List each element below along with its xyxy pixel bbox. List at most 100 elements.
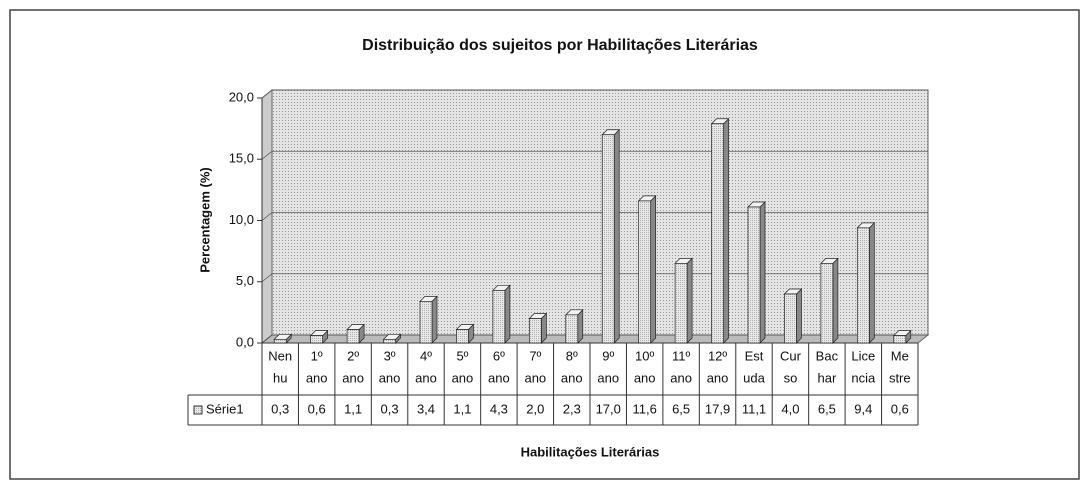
x-tick-label: 7º	[529, 348, 541, 363]
grid-line	[261, 273, 928, 283]
y-axis-label: Percentagem (%)	[197, 167, 212, 272]
x-tick-label: ano	[670, 370, 692, 385]
bar	[528, 318, 542, 344]
bar-side	[723, 117, 729, 344]
bar	[310, 335, 324, 344]
bar	[273, 338, 287, 344]
bar-side	[759, 201, 766, 344]
bar	[492, 289, 506, 344]
bar	[601, 134, 615, 344]
x-tick-label: 10º	[635, 348, 654, 363]
y-tick-label: 15,0	[229, 151, 254, 166]
x-tick-label: 1º	[311, 348, 323, 363]
data-label: 0,6	[308, 401, 326, 416]
bar	[784, 293, 797, 344]
x-tick-label: 9º	[602, 348, 614, 363]
bar	[383, 338, 396, 344]
bar-side	[577, 308, 584, 344]
x-tick-label: ncia	[851, 370, 876, 385]
x-tick-label: ano	[415, 370, 437, 385]
grid-line	[261, 334, 928, 344]
data-label: 17,9	[705, 401, 730, 416]
data-label: 4,3	[490, 401, 508, 416]
data-label: 1,1	[344, 401, 362, 416]
x-tick-label: ano	[634, 370, 656, 385]
x-tick-label: 6º	[493, 348, 505, 363]
x-axis-label: Habilitações Literárias	[521, 444, 660, 459]
x-tick-label: hu	[273, 370, 287, 385]
x-tick-label: 2º	[347, 348, 359, 363]
x-tick-label: har	[817, 370, 836, 385]
y-tick-label: 20,0	[229, 89, 254, 104]
x-tick-label: uda	[743, 370, 765, 385]
data-label: 9,4	[854, 401, 872, 416]
data-label: 17,0	[596, 401, 621, 416]
x-tick-label: Me	[891, 348, 909, 363]
bar-side	[832, 257, 839, 344]
data-label: 11,1	[742, 401, 766, 416]
data-label: 3,4	[417, 401, 435, 416]
legend-label: Série1	[206, 401, 244, 416]
bar	[711, 123, 724, 344]
x-tick-label: ano	[342, 370, 364, 385]
bar-side	[613, 128, 620, 344]
bar	[565, 314, 579, 344]
data-label: 6,5	[672, 401, 690, 416]
x-tick-label: Bac	[816, 348, 839, 363]
data-label: 2,0	[526, 401, 544, 416]
data-label: 0,6	[891, 401, 909, 416]
y-tick-label: 5,0	[236, 273, 254, 288]
bar	[638, 200, 652, 344]
bar	[820, 263, 834, 344]
bar-side	[796, 288, 802, 344]
frame	[9, 9, 1080, 480]
data-label: 0,3	[271, 401, 289, 416]
x-tick-label: stre	[889, 370, 911, 385]
data-label: 2,3	[563, 401, 581, 416]
data-label: 1,1	[453, 401, 471, 416]
bar	[747, 206, 761, 344]
bar	[456, 329, 469, 344]
data-label: 6,5	[818, 401, 836, 416]
x-tick-label: ano	[597, 370, 619, 385]
bar-side	[868, 222, 875, 344]
legend-key	[193, 405, 203, 415]
grid-line	[261, 212, 928, 221]
bar-side	[504, 284, 511, 344]
data-label: 11,6	[632, 401, 656, 416]
bar	[856, 227, 870, 344]
y-tick-label: 0,0	[236, 334, 254, 349]
x-tick-label: ano	[452, 370, 474, 385]
x-tick-label: ano	[561, 370, 583, 385]
chart-title: Distribuição dos sujeitos por Habilitaçõ…	[362, 37, 758, 54]
bar-side	[431, 295, 438, 344]
bar	[674, 263, 688, 344]
bar-side	[686, 257, 693, 344]
grid-line	[261, 89, 928, 99]
x-tick-label: ano	[524, 370, 546, 385]
x-tick-label: ano	[306, 370, 328, 385]
x-tick-label: 11º	[672, 348, 690, 363]
x-tick-label: 12º	[708, 348, 727, 363]
x-tick-label: Nen	[268, 348, 292, 363]
grid-line	[261, 150, 928, 160]
x-tick-label: 4º	[420, 348, 432, 363]
x-tick-label: 3º	[384, 348, 396, 363]
x-tick-label: Lice	[851, 348, 875, 363]
x-tick-label: 8º	[566, 348, 578, 363]
x-tick-label: Est	[745, 348, 764, 363]
x-tick-label: 5º	[456, 348, 468, 363]
x-tick-label: so	[784, 370, 798, 385]
x-tick-label: ano	[707, 370, 729, 385]
data-label: 4,0	[781, 401, 799, 416]
x-tick-label: Cur	[780, 348, 802, 363]
x-tick-label: ano	[379, 370, 401, 385]
bar	[893, 335, 907, 344]
y-tick-label: 10,0	[229, 212, 254, 227]
x-tick-label: ano	[488, 370, 510, 385]
bar	[346, 329, 360, 344]
bar-side	[650, 195, 657, 344]
data-label: 0,3	[381, 401, 399, 416]
bar	[419, 301, 433, 344]
